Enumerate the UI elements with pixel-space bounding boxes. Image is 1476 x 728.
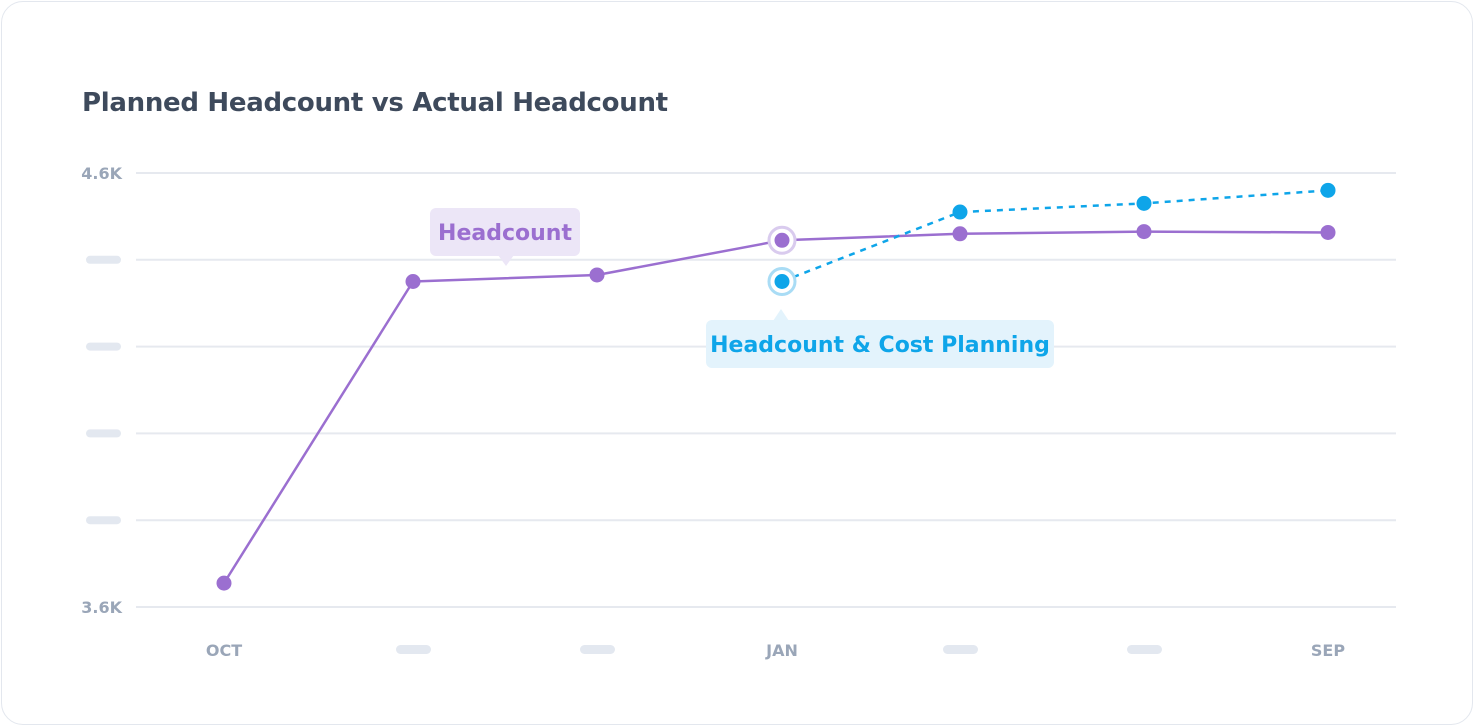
headcount-callout: Headcount — [430, 208, 580, 266]
headcount-callout-label: Headcount — [438, 221, 572, 246]
planning-data-point[interactable] — [1320, 182, 1336, 198]
series-callouts: Headcount Headcount & Cost Planning — [430, 208, 1054, 368]
planning-callout-pointer — [773, 309, 789, 321]
y-tick-placeholder — [86, 429, 121, 438]
x-tick-placeholder — [396, 645, 431, 654]
x-tick-label: OCT — [206, 641, 242, 660]
planning-callout-label: Headcount & Cost Planning — [710, 333, 1050, 358]
x-tick-label: JAN — [765, 641, 798, 660]
headcount-data-point[interactable] — [952, 226, 968, 242]
y-tick-label: 4.6K — [81, 164, 122, 183]
x-tick-placeholder — [580, 645, 615, 654]
planning-callout-box — [706, 320, 1054, 368]
y-tick-placeholder — [86, 516, 121, 525]
y-tick-placeholder — [86, 342, 121, 351]
gridlines — [136, 172, 1396, 608]
planning-data-point[interactable] — [952, 204, 968, 220]
headcount-callout-pointer — [498, 255, 514, 266]
headcount-data-point[interactable] — [1136, 224, 1152, 240]
y-tick-label: 3.6K — [81, 598, 122, 617]
headcount-callout-box — [430, 208, 580, 256]
series — [216, 182, 1336, 591]
planning-series-line — [781, 189, 1329, 283]
headcount-data-point[interactable] — [216, 575, 232, 591]
headcount-data-point[interactable] — [589, 267, 605, 283]
headcount-data-point[interactable] — [405, 274, 421, 289]
x-tick-placeholder — [943, 645, 978, 654]
x-tick-label: SEP — [1311, 641, 1345, 660]
headcount-data-point[interactable] — [774, 232, 790, 248]
planning-callout: Headcount & Cost Planning — [706, 309, 1054, 368]
y-axis: 4.6K 3.6K — [81, 164, 122, 617]
x-tick-placeholder — [1127, 645, 1162, 654]
y-tick-placeholder — [86, 255, 121, 264]
headcount-data-point[interactable] — [1320, 224, 1336, 240]
chart-title: Planned Headcount vs Actual Headcount — [82, 88, 668, 118]
planning-data-point[interactable] — [1136, 195, 1152, 211]
x-axis: OCT JAN SEP — [206, 641, 1345, 660]
planning-data-point[interactable] — [774, 274, 790, 289]
